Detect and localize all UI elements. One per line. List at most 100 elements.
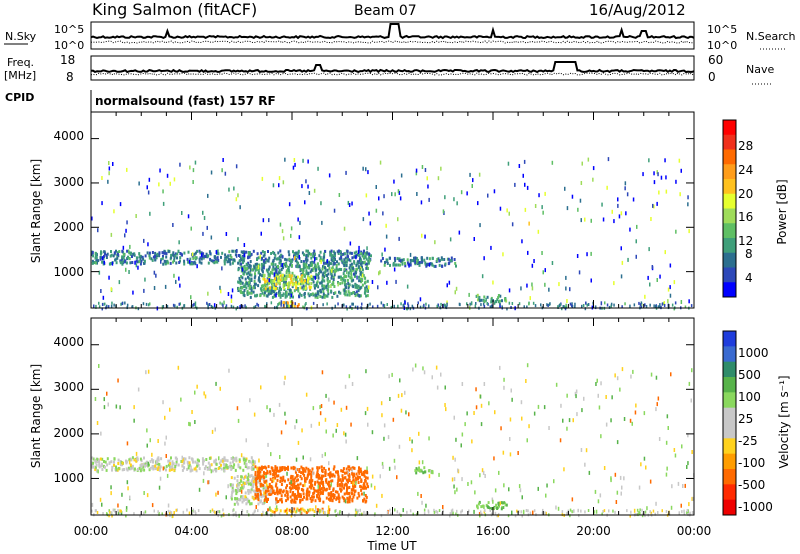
data-cell [99, 255, 102, 259]
data-cell [282, 266, 284, 270]
data-cell [258, 267, 261, 271]
data-cell [239, 305, 241, 310]
data-cell [400, 173, 403, 178]
data-cell [348, 472, 351, 476]
data-cell [323, 279, 326, 283]
data-cell [367, 261, 370, 265]
data-cell [541, 205, 543, 210]
data-cell [437, 176, 440, 181]
data-cell [364, 262, 367, 266]
data-cell [265, 285, 268, 289]
data-cell [326, 294, 329, 298]
data-cell [175, 456, 178, 460]
data-cell [101, 468, 104, 471]
data-cell [337, 493, 340, 497]
data-cell [440, 302, 442, 306]
data-cell [254, 294, 256, 298]
data-cell [360, 478, 363, 482]
data-cell [576, 254, 579, 258]
data-cell [256, 495, 259, 499]
data-cell [310, 282, 313, 285]
data-cell [388, 374, 390, 379]
data-cell [585, 301, 587, 305]
data-cell [196, 249, 199, 253]
data-cell [139, 514, 141, 518]
data-cell [258, 280, 261, 284]
data-cell [218, 510, 221, 514]
data-cell [475, 302, 477, 305]
data-cell [497, 296, 500, 300]
data-cell [278, 302, 280, 306]
data-cell [125, 261, 128, 265]
data-cell [442, 505, 444, 509]
data-cell [393, 304, 395, 308]
data-cell [304, 469, 307, 473]
data-cell [411, 448, 413, 453]
data-cell [105, 468, 108, 472]
data-cell [310, 293, 312, 297]
data-cell [348, 266, 351, 270]
data-cell [224, 458, 227, 462]
data-cell [296, 507, 299, 511]
data-cell [305, 510, 308, 514]
data-cell [633, 508, 636, 513]
data-cell [287, 265, 290, 269]
data-cell [230, 467, 233, 471]
data-cell [187, 260, 190, 264]
data-cell [641, 512, 644, 516]
data-cell [270, 278, 272, 282]
data-cell [382, 303, 384, 307]
data-cell [319, 484, 321, 488]
data-cell [147, 242, 149, 247]
data-cell [207, 193, 209, 198]
data-cell [679, 192, 681, 197]
data-cell [356, 286, 359, 290]
data-cell [236, 500, 239, 504]
data-cell [558, 282, 560, 287]
data-cell [671, 484, 673, 489]
data-cell [354, 484, 357, 488]
data-cell [147, 461, 149, 466]
data-cell [590, 251, 592, 256]
data-cell [254, 274, 257, 278]
data-cell [499, 206, 502, 211]
data-cell [272, 476, 275, 480]
data-cell [220, 467, 223, 471]
data-cell [320, 481, 323, 485]
data-cell [91, 502, 94, 507]
data-cell [249, 474, 251, 478]
data-cell [364, 411, 367, 416]
data-cell [319, 250, 322, 254]
data-cell [274, 465, 277, 469]
data-cell [290, 274, 293, 278]
data-cell [266, 270, 269, 274]
colorbar-frame [722, 119, 737, 298]
data-cell [308, 266, 311, 270]
data-cell [223, 262, 226, 266]
data-cell [289, 490, 292, 494]
data-cell [235, 456, 238, 460]
data-cell [498, 470, 500, 475]
data-cell [280, 253, 283, 257]
data-cell [339, 478, 342, 482]
data-cell [586, 303, 588, 307]
data-cell [312, 254, 315, 258]
data-cell [143, 456, 145, 460]
data-cell [274, 507, 277, 511]
colorbar-swatch [723, 423, 736, 439]
data-cell [259, 479, 261, 482]
data-cell [348, 258, 350, 262]
data-cell [312, 275, 315, 279]
data-cell [268, 273, 271, 277]
data-cell [384, 261, 386, 264]
data-cell [207, 305, 209, 310]
data-cell [394, 465, 396, 470]
data-cell [282, 292, 285, 296]
data-cell [427, 469, 430, 473]
data-cell [397, 263, 400, 267]
data-cell [254, 262, 257, 266]
data-cell [249, 285, 251, 289]
data-cell [423, 303, 425, 307]
data-cell [159, 168, 161, 173]
data-cell [293, 478, 296, 482]
